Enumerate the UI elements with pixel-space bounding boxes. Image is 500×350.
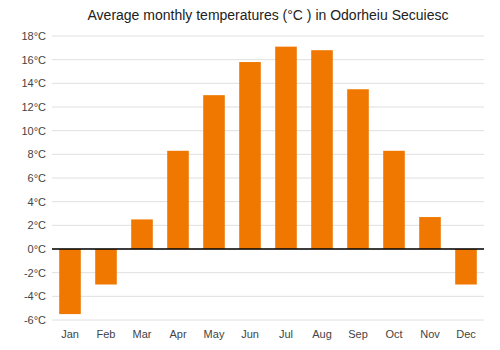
y-tick-label: -6°C	[24, 314, 46, 326]
y-tick-label: 2°C	[28, 219, 47, 231]
bar	[203, 95, 225, 249]
y-tick-label: 18°C	[21, 30, 46, 42]
y-tick-label: 14°C	[21, 77, 46, 89]
x-tick-label: Mar	[133, 328, 152, 340]
grid-line	[52, 201, 484, 202]
grid-line	[52, 249, 484, 250]
y-tick-label: 12°C	[21, 101, 46, 113]
x-tick-label: Nov	[420, 328, 440, 340]
bar	[347, 89, 369, 249]
x-tick-label: Oct	[385, 328, 402, 340]
y-tick-label: 16°C	[21, 54, 46, 66]
bar	[455, 249, 477, 285]
x-tick-label: Aug	[312, 328, 332, 340]
bar	[239, 62, 261, 249]
grid-line	[52, 320, 484, 321]
grid-line	[52, 296, 484, 297]
x-tick-label: Feb	[97, 328, 116, 340]
bar	[167, 151, 189, 249]
x-tick-label: May	[204, 328, 225, 340]
y-tick-label: 8°C	[28, 148, 47, 160]
grid-line	[52, 272, 484, 273]
x-tick-label: Jan	[61, 328, 79, 340]
grid-line	[52, 36, 484, 37]
y-tick-label: 0°C	[28, 243, 47, 255]
grid-line	[52, 178, 484, 179]
x-tick-label: Apr	[169, 328, 186, 340]
bar	[131, 219, 153, 249]
x-tick-label: Jun	[241, 328, 259, 340]
y-tick-label: 4°C	[28, 196, 47, 208]
zero-line	[52, 248, 484, 250]
chart-container: Average monthly temperatures (°C ) in Od…	[0, 0, 500, 350]
grid-line	[52, 130, 484, 131]
bars	[59, 47, 477, 314]
y-tick-label: 10°C	[21, 125, 46, 137]
grid-line	[52, 107, 484, 108]
bar	[383, 151, 405, 249]
x-tick-label: Dec	[456, 328, 476, 340]
grid-line	[52, 59, 484, 60]
x-tick-label: Sep	[348, 328, 368, 340]
bar	[59, 249, 81, 314]
grid-line	[52, 154, 484, 155]
bar	[275, 47, 297, 249]
grid	[52, 36, 484, 320]
y-tick-label: -4°C	[24, 290, 46, 302]
chart-svg: Average monthly temperatures (°C ) in Od…	[0, 0, 500, 350]
y-tick-label: 6°C	[28, 172, 47, 184]
x-tick-label: Jul	[279, 328, 293, 340]
y-tick-label: -2°C	[24, 267, 46, 279]
bar	[419, 217, 441, 249]
bar	[95, 249, 117, 285]
grid-line	[52, 83, 484, 84]
chart-title: Average monthly temperatures (°C ) in Od…	[88, 7, 449, 23]
bar	[311, 50, 333, 249]
